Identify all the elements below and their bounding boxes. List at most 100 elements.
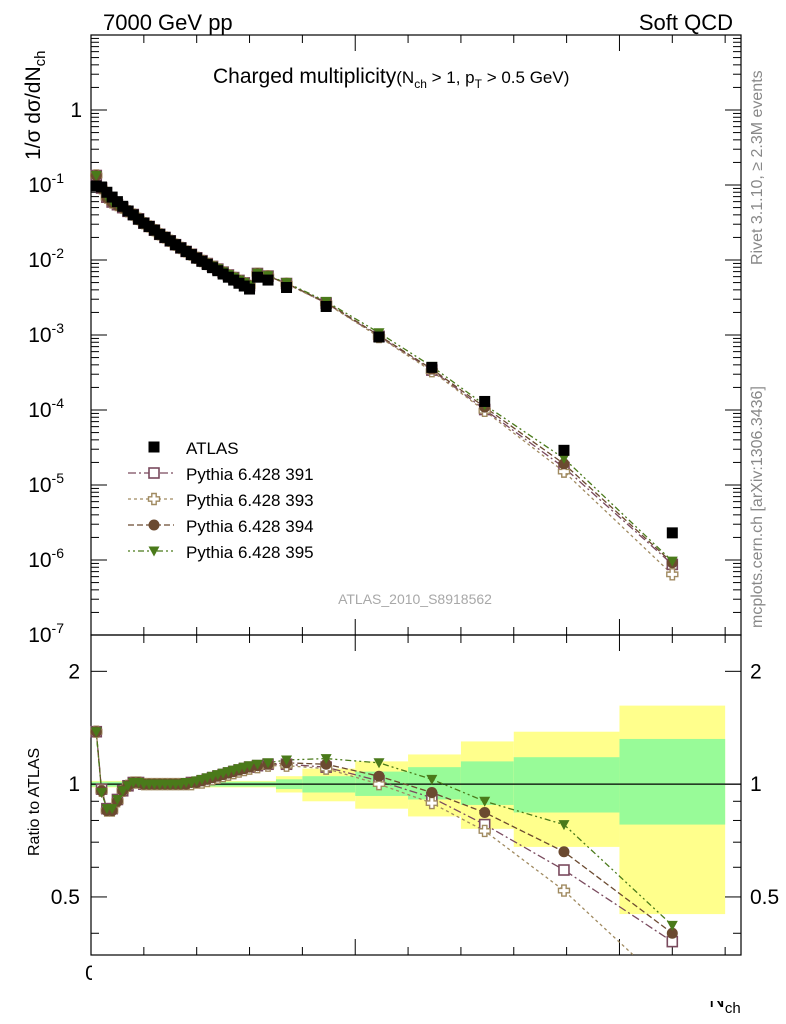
main-y-label: 1/σ dσ/dNch (22, 51, 49, 160)
legend-marker (148, 441, 160, 453)
series-point-ratio (111, 794, 123, 805)
atlas-data-point (262, 274, 274, 286)
series-point-main (557, 465, 571, 478)
title-cond-mid: > 1, p (427, 68, 475, 87)
main-y-label-main: 1/σ dσ/dN (22, 66, 45, 160)
y-tick-exponent: -7 (52, 620, 65, 636)
atlas-data-point (244, 283, 256, 295)
y-tick-base: 10 (28, 174, 51, 197)
series-point-ratio (557, 884, 571, 897)
y-tick-base: 10 (28, 249, 51, 272)
series-point-ratio (479, 807, 491, 819)
series-point-main (558, 453, 570, 464)
series-point-ratio (262, 758, 274, 769)
x-tick-label: 0 (85, 962, 97, 985)
atlas-data-point (558, 444, 570, 456)
y-tick-exponent: -4 (52, 395, 65, 411)
series-line-main (95, 175, 673, 562)
series-point-ratio (666, 927, 678, 939)
band-inner (513, 757, 620, 813)
series-point-main (90, 171, 102, 182)
atlas-data-point (320, 300, 332, 312)
y-tick-exponent: -1 (52, 170, 65, 186)
ratio-tick-label-right: 0.5 (750, 886, 779, 909)
y-tick-base: 10 (28, 549, 51, 572)
ratio-tick-label-right: 2 (750, 660, 762, 683)
series-point-main (666, 568, 679, 581)
y-tick-label-main: 10-5 (28, 470, 64, 497)
y-tick-base: 10 (28, 624, 51, 647)
legend-label: Pythia 6.428 394 (186, 517, 314, 536)
title-cond-end: > 0.5 GeV) (482, 68, 569, 87)
series-point-ratio (244, 761, 256, 772)
title-cond-sub1: ch (414, 77, 427, 91)
atlas-data-point (251, 271, 263, 283)
series-line-main (95, 175, 673, 575)
rivet-label: Rivet 3.1.10, ≥ 2.3M events (749, 70, 766, 265)
x-label-sub: ch (725, 1000, 741, 1017)
axis-ticks: 05010010-710-610-510-410-310-210-110.50.… (28, 35, 779, 985)
title-cond-open: (N (396, 68, 414, 87)
mcplots-label: mcplots.cern.ch [arXiv:1306.3436] (749, 386, 766, 628)
uncertainty-bands (91, 705, 726, 915)
y-tick-base: 10 (28, 399, 51, 422)
series-point-ratio (425, 796, 439, 810)
atlas-data-point (426, 361, 438, 373)
legend-label: Pythia 6.428 393 (186, 491, 314, 510)
series-point-ratio (426, 786, 438, 798)
atlas-data-point (479, 395, 491, 407)
y-tick-exponent: -5 (52, 470, 65, 486)
series-point-ratio (320, 754, 332, 765)
series-point-ratio (373, 758, 385, 769)
y-tick-exponent: -2 (52, 245, 65, 261)
title-cond-sub2: T (475, 77, 483, 91)
legend-marker (148, 519, 160, 531)
series-point-ratio (666, 920, 678, 931)
y-tick-label-main: 1 (70, 99, 82, 122)
series-line-main (95, 175, 673, 564)
y-tick-base: 10 (28, 474, 51, 497)
legend-label: Pythia 6.428 391 (186, 465, 314, 484)
series-point-main (666, 556, 678, 567)
y-tick-base: 10 (28, 324, 51, 347)
legend-marker (147, 492, 161, 506)
ratio-tick-label: 2 (68, 660, 80, 683)
series-point-ratio (251, 759, 263, 770)
legend-label: ATLAS (186, 439, 239, 458)
legend-marker (148, 467, 160, 479)
series-point-ratio (478, 824, 491, 838)
band-inner (619, 738, 726, 825)
atlas-data-point (281, 281, 293, 293)
series-point-ratio (426, 774, 438, 785)
analysis-watermark: ATLAS_2010_S8918562 (338, 591, 492, 607)
atlas-data-point (373, 331, 385, 343)
series-point-ratio (106, 804, 118, 815)
ratio-panel-frame (90, 634, 742, 956)
y-tick-label-main: 10-7 (28, 620, 64, 647)
ratio-tick-label: 0.5 (51, 886, 80, 909)
ratio-y-label: Ratio to ATLAS (26, 748, 43, 856)
ratio-tick-label: 1 (68, 773, 80, 796)
series-point-ratio (479, 796, 491, 807)
ratio-overflow-mask (92, 956, 742, 1001)
legend-label: Pythia 6.428 395 (186, 543, 314, 562)
y-tick-label-main: 10-6 (28, 545, 64, 572)
ratio-tick-label-right: 1 (750, 773, 762, 796)
series-point-ratio (90, 727, 102, 738)
legend-marker (148, 546, 160, 557)
header-left: 7000 GeV pp (103, 10, 233, 35)
header-right: Soft QCD (639, 10, 733, 35)
y-tick-label-main: 10-3 (28, 320, 64, 347)
main-y-label-sub: ch (32, 51, 49, 67)
y-tick-label-main: 10-1 (28, 170, 64, 197)
atlas-data-point (666, 527, 678, 539)
series-point-ratio (558, 864, 570, 876)
legend: ATLAS Pythia 6.428 391 Pythia 6.428 393 Pyt… (128, 439, 314, 562)
series-point-ratio (122, 781, 134, 792)
series-point-ratio (373, 770, 385, 782)
series-point-ratio (558, 846, 570, 858)
chart-title: Charged multiplicity(Nch > 1, pT > 0.5 G… (213, 65, 569, 91)
y-tick-label-main: 10-2 (28, 245, 64, 272)
series-point-ratio (558, 820, 570, 831)
